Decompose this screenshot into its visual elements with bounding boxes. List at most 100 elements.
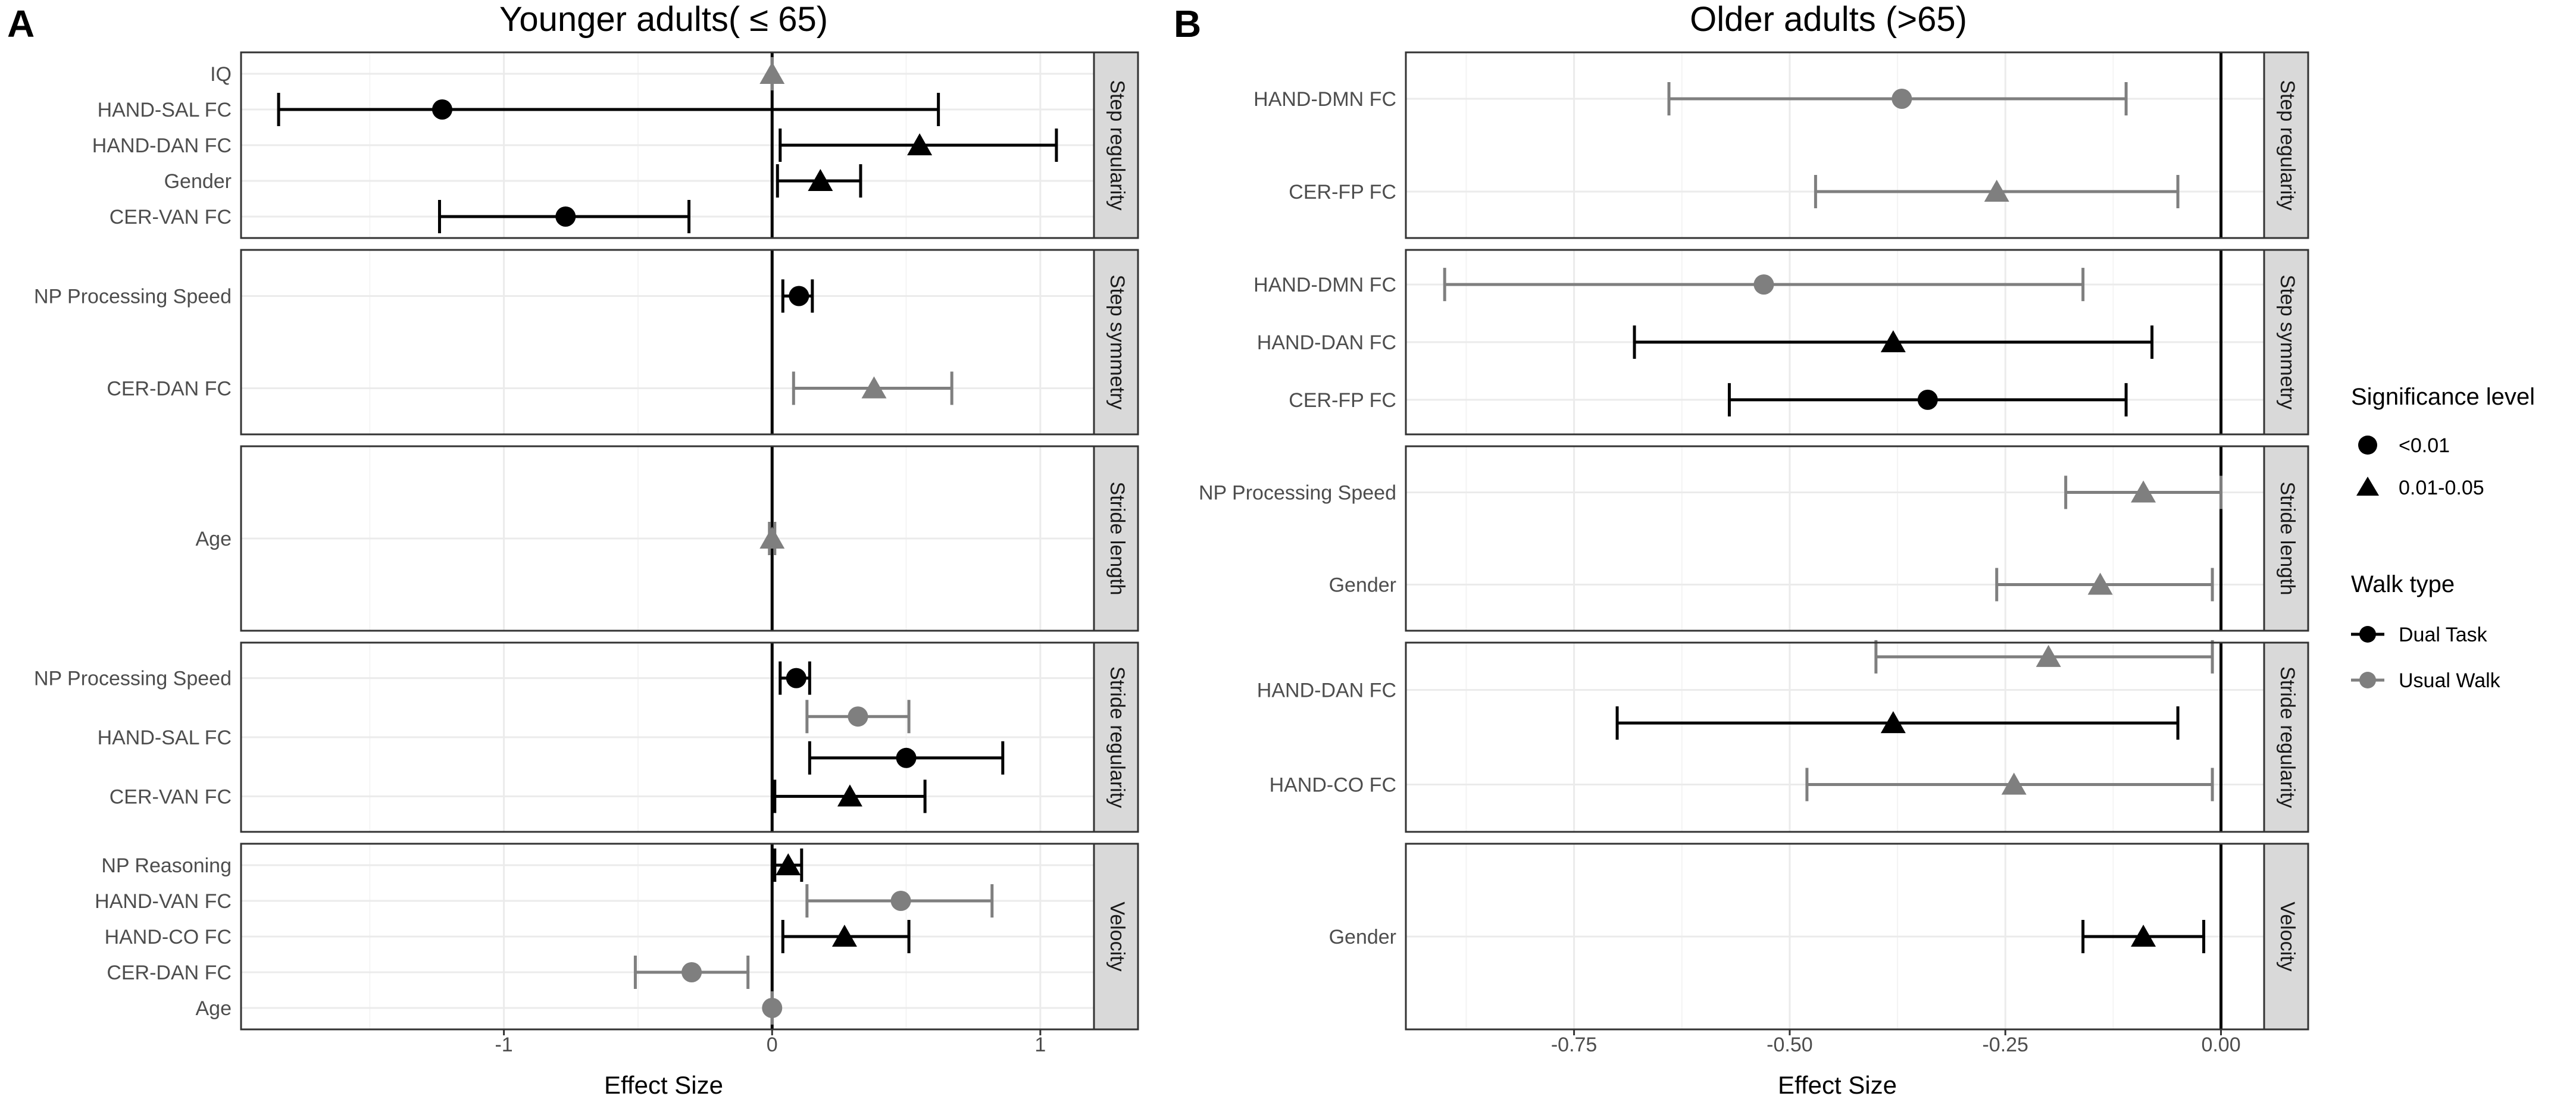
point-marker-circle xyxy=(762,998,783,1018)
facet-background xyxy=(1406,446,2264,631)
effect-estimate xyxy=(1995,568,2214,602)
point-marker-triangle xyxy=(808,169,833,191)
effect-estimate xyxy=(2064,475,2223,509)
point-marker-triangle xyxy=(759,527,785,549)
plot-area: IQ HAND-SAL FC HAND-DAN FC Gender CER-VAN FC… xyxy=(34,51,1139,1056)
facet-strip-label: Step symmetry xyxy=(1106,275,1128,410)
y-tick-label: Age xyxy=(196,997,232,1020)
y-tick-label: NP Processing Speed xyxy=(34,668,232,690)
y-tick-label: HAND-DAN FC xyxy=(1257,331,1396,354)
x-tick-label: -0.25 xyxy=(1982,1034,2028,1056)
y-tick-label: CER-DAN FC xyxy=(107,378,232,400)
y-tick-label: Gender xyxy=(1329,926,1396,948)
point-marker-triangle xyxy=(776,853,801,875)
y-tick-label: NP Processing Speed xyxy=(1199,482,1396,505)
point-marker-circle xyxy=(555,206,576,227)
effect-estimate xyxy=(779,661,811,695)
facet-strip xyxy=(2263,51,2309,239)
facet-strip-label: Step symmetry xyxy=(2276,275,2299,410)
point-marker-triangle xyxy=(2001,772,2027,795)
effect-estimate xyxy=(1443,268,2085,302)
facet-panel: Age Stride length xyxy=(196,445,1139,632)
y-tick-label: HAND-DMN FC xyxy=(1253,88,1396,111)
facet-panel: NP Processing Speed HAND-SAL FC CER-VAN FC… xyxy=(34,641,1139,833)
panel-title: Older adults (>65) xyxy=(1690,0,1967,39)
y-tick-label: HAND-SAL FC xyxy=(98,727,232,749)
panel-title: Younger adults( ≤ 65) xyxy=(499,0,828,39)
legend-dot-dual-task xyxy=(2359,626,2376,643)
panel-younger-adults: A Younger adults( ≤ 65) IQ HAND-SAL FC HAN… xyxy=(7,0,1139,1099)
effect-estimate xyxy=(437,200,691,233)
legend-label: Usual Walk xyxy=(2399,669,2501,692)
point-marker-circle xyxy=(1917,389,1938,410)
point-marker-circle xyxy=(890,891,911,911)
legend-dot-usual-walk xyxy=(2359,672,2376,688)
effect-estimate xyxy=(1667,82,2128,115)
facet-strip-label: Stride length xyxy=(2276,482,2299,596)
x-tick-label: 0.00 xyxy=(2201,1034,2240,1056)
x-axis-title: Effect Size xyxy=(604,1071,723,1099)
y-tick-label: HAND-DMN FC xyxy=(1253,274,1396,296)
facet-strip-label: Step regularity xyxy=(2276,80,2299,210)
point-marker-triangle xyxy=(837,784,862,807)
effect-estimate xyxy=(759,57,785,90)
panel-letter: A xyxy=(7,2,35,45)
facet-strip-label: Stride length xyxy=(1106,482,1128,596)
effect-estimate xyxy=(2081,920,2206,953)
facet-panel: IQ HAND-SAL FC HAND-DAN FC Gender CER-VAN FC… xyxy=(92,51,1139,239)
effect-estimate xyxy=(779,129,1058,162)
effect-estimate xyxy=(633,956,750,989)
facet-panel: NP Processing Speed CER-DAN FC Step symmet… xyxy=(34,249,1139,436)
effect-estimate xyxy=(792,371,954,405)
y-tick-label: HAND-SAL FC xyxy=(98,99,232,121)
point-marker-triangle xyxy=(2131,925,2156,947)
point-marker-triangle xyxy=(2087,572,2113,595)
panel-older-adults: B Older adults (>65) HAND-DMN FC CER-FP F… xyxy=(1174,0,2309,1099)
effect-estimate xyxy=(773,848,804,882)
legend-label: 0.01-0.05 xyxy=(2399,477,2484,499)
y-tick-label: NP Processing Speed xyxy=(34,286,232,308)
facet-panel: NP Reasoning HAND-VAN FC HAND-CO FC CER-DAN… xyxy=(95,843,1139,1031)
point-marker-circle xyxy=(786,668,806,688)
facet-strip xyxy=(2263,445,2309,632)
facet-strip-label: Velocity xyxy=(1106,901,1128,971)
legend-circle-marker xyxy=(2358,436,2377,455)
facet-strip-label: Stride regularity xyxy=(2276,666,2299,808)
effect-estimate xyxy=(776,164,862,198)
y-tick-label: Gender xyxy=(164,170,232,193)
legend-title-significance: Significance level xyxy=(2351,384,2535,410)
x-tick-label: 0 xyxy=(767,1034,778,1056)
effect-estimate xyxy=(1615,706,2180,740)
facet-strip-label: Stride regularity xyxy=(1106,666,1128,808)
y-tick-label: CER-VAN FC xyxy=(110,206,232,228)
facet-strip-label: Velocity xyxy=(2276,901,2299,971)
effect-estimate xyxy=(277,93,940,126)
point-marker-triangle xyxy=(861,376,887,399)
facet-panel: HAND-DAN FC HAND-CO FC Stride regularity xyxy=(1257,640,2309,833)
point-marker-triangle xyxy=(1984,180,2009,202)
legend-label: <0.01 xyxy=(2399,434,2450,457)
facet-panel: Gender Velocity xyxy=(1329,843,2309,1031)
effect-estimate xyxy=(1727,383,2128,417)
facet-strip xyxy=(2263,843,2309,1031)
x-tick-label: -1 xyxy=(495,1034,512,1056)
facet-strip xyxy=(1093,445,1139,632)
y-tick-label: CER-VAN FC xyxy=(110,785,232,808)
effect-estimate xyxy=(805,700,911,734)
point-marker-circle xyxy=(896,747,917,768)
point-marker-circle xyxy=(1753,274,1774,295)
y-tick-label: NP Reasoning xyxy=(101,854,232,877)
facet-strip xyxy=(2263,249,2309,436)
facet-background xyxy=(241,250,1094,434)
x-tick-label: 1 xyxy=(1034,1034,1046,1056)
legend-triangle-marker xyxy=(2356,477,2379,496)
effect-estimate xyxy=(762,991,783,1025)
legend-label: Dual Task xyxy=(2399,624,2488,646)
y-tick-label: HAND-VAN FC xyxy=(95,890,232,913)
point-marker-triangle xyxy=(1880,330,1906,352)
effect-estimate xyxy=(805,884,994,918)
facet-strip xyxy=(1093,641,1139,833)
facet-strip xyxy=(1093,843,1139,1031)
facet-panel: HAND-DMN FC HAND-DAN FC CER-FP FC Step symm… xyxy=(1253,249,2309,436)
